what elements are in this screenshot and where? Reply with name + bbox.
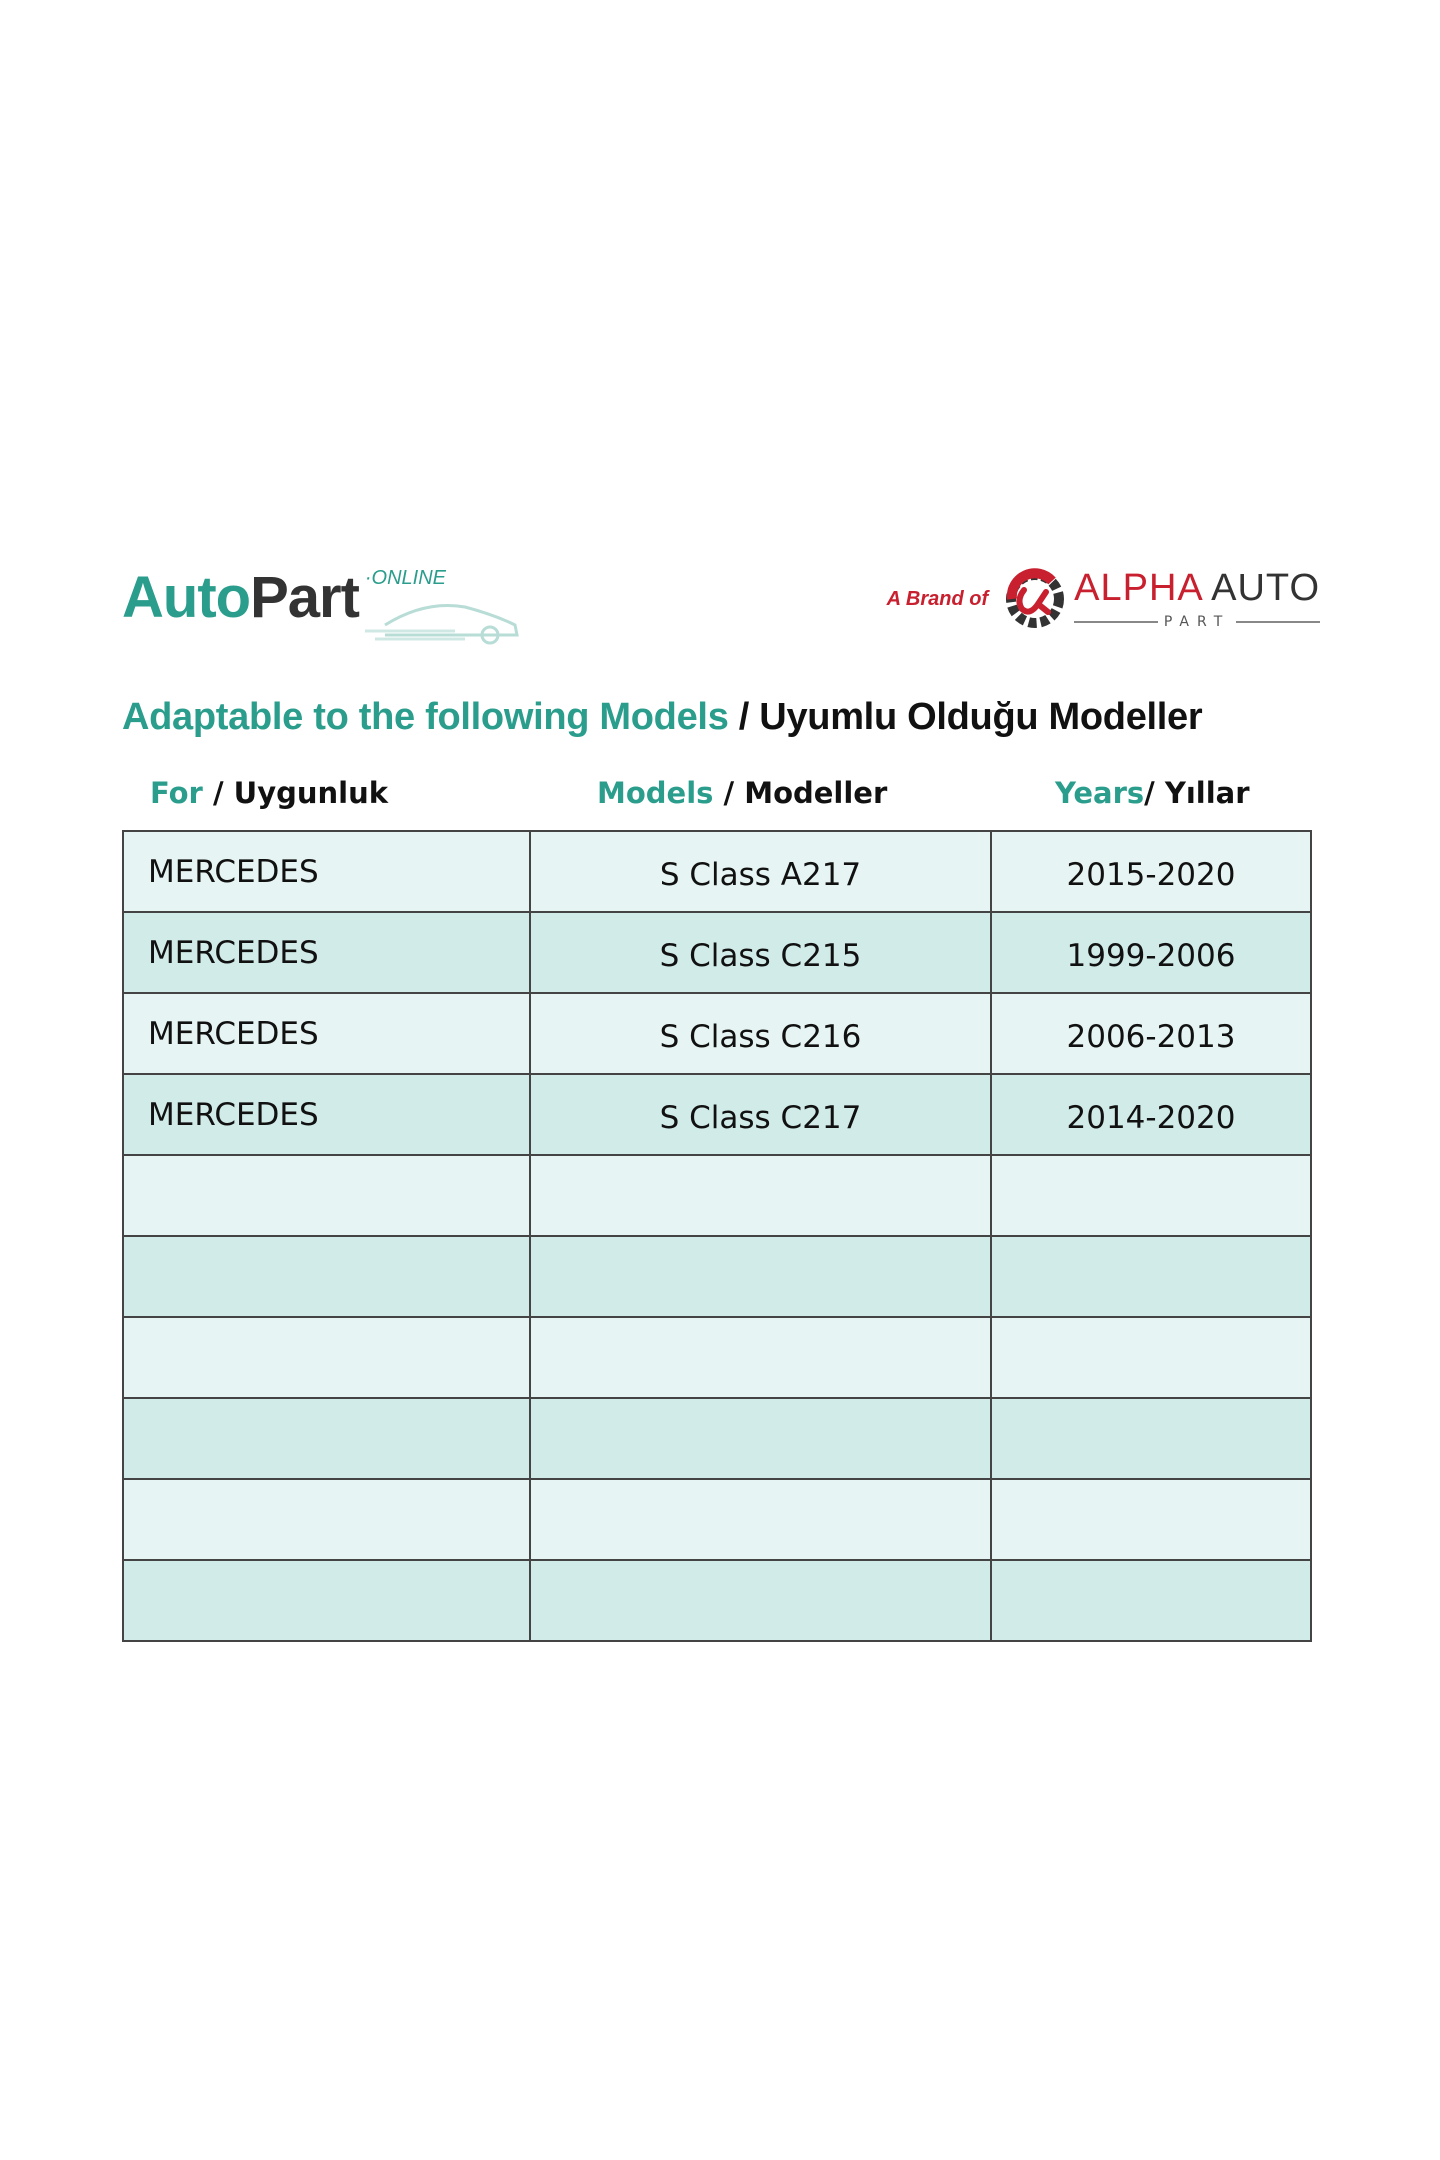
cell-brand: MERCEDES xyxy=(122,1073,531,1156)
cell-brand xyxy=(122,1316,531,1399)
page-title: Adaptable to the following Models / Uyum… xyxy=(122,696,1203,738)
cell-years: 1999-2006 xyxy=(990,911,1312,994)
table-row: MERCEDES S Class A217 2015-2020 xyxy=(122,830,1312,913)
cell-model xyxy=(529,1478,992,1561)
cell-years xyxy=(990,1235,1312,1318)
header-for: For / Uygunluk xyxy=(150,776,389,810)
cell-model xyxy=(529,1559,992,1642)
table-row: MERCEDES S Class C215 1999-2006 xyxy=(122,911,1312,994)
cell-brand xyxy=(122,1397,531,1480)
compatibility-table: MERCEDES S Class A217 2015-2020 MERCEDES S C… xyxy=(122,830,1312,1642)
cell-model xyxy=(529,1235,992,1318)
cell-years xyxy=(990,1559,1312,1642)
cell-brand xyxy=(122,1559,531,1642)
cell-years: 2014-2020 xyxy=(990,1073,1312,1156)
autopart-online-logo: AutoPart ·ONLINE xyxy=(122,565,535,645)
cell-years: 2015-2020 xyxy=(990,830,1312,913)
cell-brand: MERCEDES xyxy=(122,992,531,1075)
cell-years xyxy=(990,1478,1312,1561)
table-row xyxy=(122,1397,1312,1480)
table-row xyxy=(122,1154,1312,1237)
cell-model: S Class C217 xyxy=(529,1073,992,1156)
cell-brand: MERCEDES xyxy=(122,911,531,994)
alpha-auto-part-logo: A Brand of ALPHA AUTO PART xyxy=(886,567,1320,630)
cell-model xyxy=(529,1316,992,1399)
cell-brand xyxy=(122,1154,531,1237)
table-row xyxy=(122,1478,1312,1561)
table-row xyxy=(122,1235,1312,1318)
table-row: MERCEDES S Class C216 2006-2013 xyxy=(122,992,1312,1075)
cell-brand: MERCEDES xyxy=(122,830,531,913)
cell-years: 2006-2013 xyxy=(990,992,1312,1075)
cell-model xyxy=(529,1154,992,1237)
cell-brand xyxy=(122,1478,531,1561)
cell-years xyxy=(990,1154,1312,1237)
cell-years xyxy=(990,1397,1312,1480)
cell-model: S Class A217 xyxy=(529,830,992,913)
cell-years xyxy=(990,1316,1312,1399)
header-years: Years/ Yıllar xyxy=(1055,776,1250,810)
car-icon xyxy=(364,603,519,645)
cell-brand xyxy=(122,1235,531,1318)
header-models: Models / Modeller xyxy=(597,776,888,810)
cell-model: S Class C216 xyxy=(529,992,992,1075)
table-row xyxy=(122,1316,1312,1399)
table-row: MERCEDES S Class C217 2014-2020 xyxy=(122,1073,1312,1156)
cell-model: S Class C215 xyxy=(529,911,992,994)
table-row xyxy=(122,1559,1312,1642)
cell-model xyxy=(529,1397,992,1480)
gear-alpha-icon xyxy=(1006,568,1065,628)
